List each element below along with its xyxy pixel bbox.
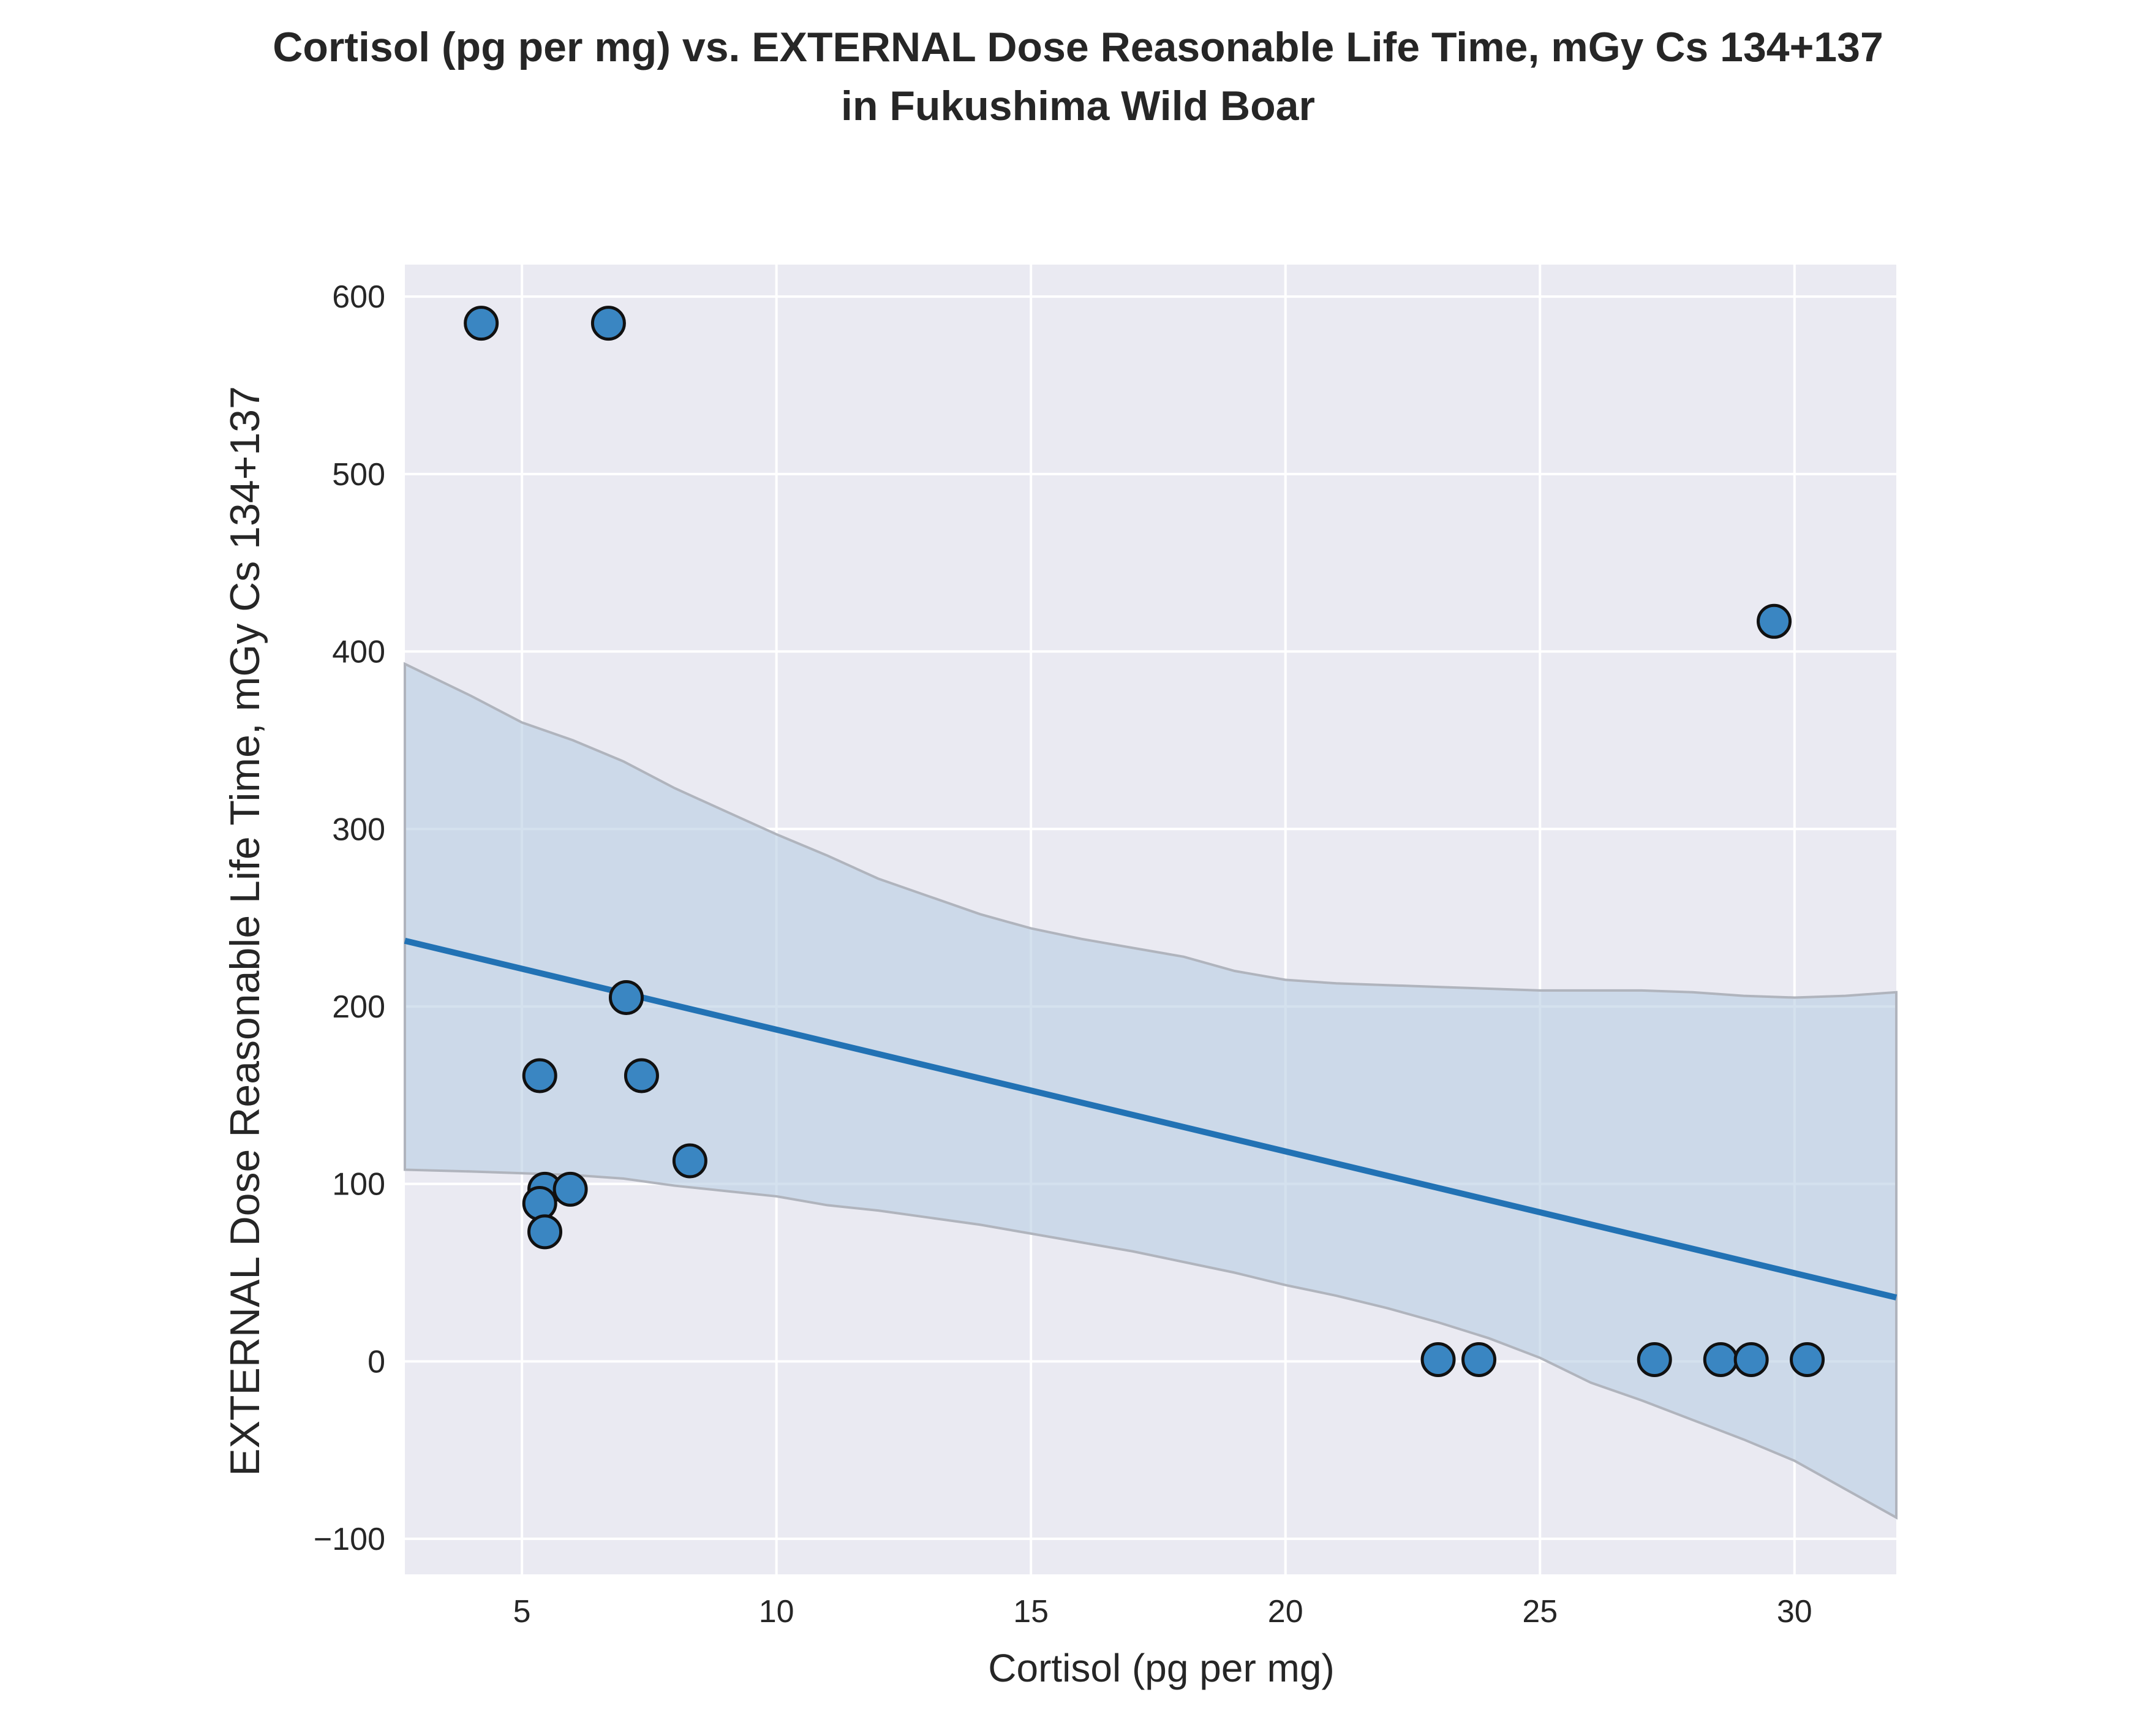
data-points bbox=[464, 306, 1825, 1377]
y-axis-ticks: −100 0 100 200 300 400 500 600 bbox=[314, 279, 385, 1557]
y-tick-label: 100 bbox=[332, 1167, 385, 1202]
x-tick-label: 15 bbox=[1013, 1594, 1049, 1629]
x-tick-label: 30 bbox=[1777, 1594, 1812, 1629]
data-point bbox=[609, 980, 644, 1015]
y-tick-label: −100 bbox=[314, 1522, 385, 1557]
x-axis-label: Cortisol (pg per mg) bbox=[988, 1646, 1335, 1690]
data-point bbox=[624, 1058, 659, 1093]
y-tick-label: 500 bbox=[332, 457, 385, 493]
y-tick-label: 400 bbox=[332, 635, 385, 670]
regression-line bbox=[404, 937, 1898, 1301]
data-point bbox=[1790, 1342, 1825, 1377]
y-axis-label: EXTERNAL Dose Reasonable Life Time, mGy … bbox=[222, 386, 268, 1476]
data-point bbox=[522, 1058, 557, 1093]
y-tick-label: 0 bbox=[368, 1344, 385, 1380]
data-point bbox=[590, 306, 626, 341]
x-axis-ticks: 5 10 15 20 25 30 bbox=[513, 1594, 1812, 1629]
x-tick-label: 5 bbox=[513, 1594, 531, 1629]
data-point bbox=[1733, 1342, 1769, 1377]
data-point bbox=[1461, 1342, 1497, 1377]
data-point bbox=[522, 1186, 557, 1221]
data-point bbox=[1757, 603, 1792, 639]
data-point bbox=[1703, 1342, 1738, 1377]
data-point bbox=[1637, 1342, 1672, 1377]
confidence-band-layer bbox=[404, 662, 1898, 1520]
x-tick-label: 10 bbox=[759, 1594, 794, 1629]
chart-title: Cortisol (pg per mg) vs. EXTERNAL Dose R… bbox=[273, 24, 1883, 70]
x-tick-label: 20 bbox=[1268, 1594, 1303, 1629]
data-point bbox=[552, 1171, 588, 1207]
confidence-band bbox=[404, 662, 1898, 1520]
y-tick-label: 300 bbox=[332, 812, 385, 847]
data-point bbox=[527, 1214, 563, 1250]
regression-line-layer bbox=[404, 937, 1898, 1301]
data-point bbox=[1420, 1342, 1456, 1377]
chart-subtitle: in Fukushima Wild Boar bbox=[841, 83, 1315, 129]
y-tick-label: 600 bbox=[332, 279, 385, 315]
data-point bbox=[464, 306, 499, 341]
x-tick-label: 25 bbox=[1522, 1594, 1558, 1629]
y-tick-label: 200 bbox=[332, 989, 385, 1025]
data-point bbox=[672, 1143, 707, 1179]
